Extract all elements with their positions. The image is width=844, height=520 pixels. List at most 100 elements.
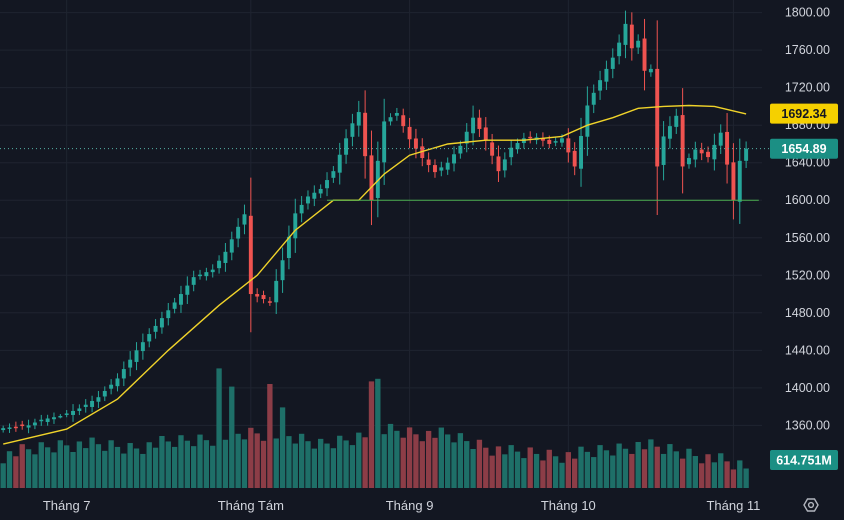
candle xyxy=(45,414,50,426)
candle-body xyxy=(242,214,247,225)
volume-bar xyxy=(330,448,337,488)
candle xyxy=(502,152,507,178)
volume-bar xyxy=(660,453,667,488)
candle-body xyxy=(426,159,431,166)
volume-bar xyxy=(19,444,25,488)
volume-bars xyxy=(0,368,749,488)
candle xyxy=(1,425,6,433)
candle xyxy=(642,18,647,91)
volume-bar xyxy=(305,441,311,488)
volume-bar xyxy=(51,452,57,488)
candle-body xyxy=(325,180,329,189)
candle xyxy=(674,108,679,134)
volume-bar xyxy=(152,447,159,488)
x-tick-label: Tháng 9 xyxy=(386,498,434,513)
candle-body xyxy=(179,294,183,305)
volume-bar xyxy=(711,462,718,488)
candle-body xyxy=(166,310,171,319)
volume-bar xyxy=(565,452,571,488)
candle xyxy=(363,90,368,179)
candle-body xyxy=(140,342,145,352)
volume-bar xyxy=(57,440,63,488)
candle-body xyxy=(20,424,25,427)
candle xyxy=(217,255,222,274)
settings-hex-icon[interactable] xyxy=(803,498,819,512)
candle-body xyxy=(560,138,564,143)
candle xyxy=(293,198,298,253)
candle-body xyxy=(572,150,577,167)
volume-bar xyxy=(0,463,6,488)
candle-body xyxy=(350,123,355,137)
candle-body xyxy=(185,285,190,295)
candle-body xyxy=(464,131,469,144)
candle xyxy=(706,146,710,163)
volume-bar xyxy=(127,443,133,488)
volume-bar xyxy=(229,386,235,488)
volume-bar xyxy=(83,448,89,488)
volume-bar xyxy=(406,427,413,488)
x-tick-label: Tháng 10 xyxy=(541,498,596,513)
candle xyxy=(109,379,114,395)
candle-body xyxy=(1,428,6,431)
candle-body xyxy=(655,68,660,167)
volume-bar xyxy=(451,442,457,488)
volume-bar xyxy=(6,451,13,488)
volume-bar xyxy=(521,458,527,488)
candle xyxy=(623,10,628,59)
candle xyxy=(699,142,704,161)
candle-body xyxy=(420,146,425,159)
time-axis[interactable]: Tháng 7 Tháng Tám Tháng 9 Tháng 10 Tháng 11 xyxy=(43,498,761,513)
volume-bar xyxy=(64,445,70,488)
volume-bar xyxy=(394,430,400,488)
candle-body xyxy=(674,115,679,127)
candle xyxy=(242,204,247,235)
candle-body xyxy=(274,280,279,303)
candle xyxy=(71,404,75,422)
volume-bar xyxy=(298,433,305,488)
candle-body xyxy=(610,57,615,69)
volume-bar xyxy=(597,445,603,488)
candle-body xyxy=(528,136,533,139)
candle-body xyxy=(407,126,412,140)
candle-body xyxy=(515,143,520,150)
candle-body xyxy=(744,148,749,161)
candle xyxy=(236,218,241,248)
candle-body xyxy=(636,40,641,48)
volume-bar xyxy=(616,443,622,488)
volume-bar xyxy=(381,434,387,488)
volume-bar xyxy=(584,451,591,488)
candle-body xyxy=(502,159,507,171)
candle-body xyxy=(375,160,380,198)
candle-body xyxy=(579,135,583,169)
grid-lines xyxy=(0,0,762,488)
volume-bar xyxy=(114,446,121,488)
candle xyxy=(572,142,577,176)
candle xyxy=(661,121,666,181)
candle xyxy=(629,12,634,61)
ma-value-badge-box xyxy=(770,103,838,124)
candle xyxy=(369,130,374,226)
candle xyxy=(102,386,107,402)
chart-overlays xyxy=(0,104,772,445)
ma-value-badge-text: 1692.34 xyxy=(781,107,826,121)
candle-body xyxy=(109,384,114,389)
candle xyxy=(39,414,44,426)
candle xyxy=(610,48,615,79)
volume-bar xyxy=(508,445,514,488)
candle xyxy=(134,342,139,371)
candle xyxy=(394,107,399,121)
candle xyxy=(198,269,202,280)
candle xyxy=(458,140,463,159)
candle-body xyxy=(458,145,463,154)
candle-body xyxy=(159,318,164,328)
volume-bar xyxy=(165,441,171,488)
volume-bar xyxy=(413,434,419,488)
volume-bar xyxy=(171,446,178,488)
volume-bar xyxy=(489,455,495,488)
volume-bar xyxy=(362,437,368,488)
volume-value-badge: 614.751M xyxy=(770,450,838,470)
volume-bar xyxy=(89,437,95,488)
candle-body xyxy=(509,147,514,158)
candle-body xyxy=(7,427,12,429)
